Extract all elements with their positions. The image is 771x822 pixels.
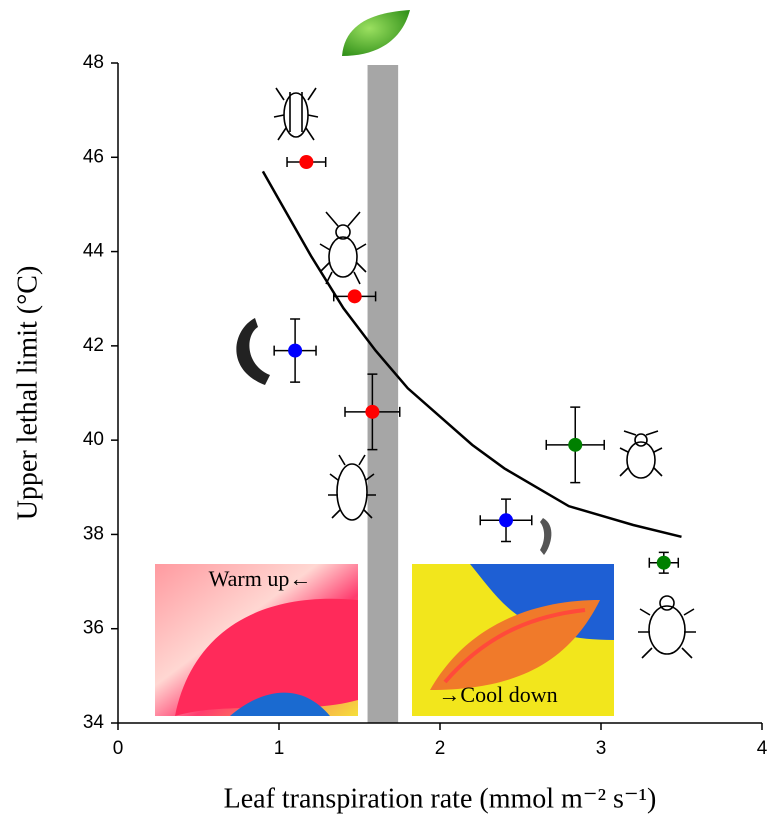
- data-point: [499, 513, 514, 528]
- warm-image: [155, 564, 358, 716]
- fit-curve: [261, 170, 682, 539]
- data-point: [656, 555, 671, 570]
- insect-icon: [236, 318, 270, 385]
- y-tick-label: 38: [83, 523, 104, 544]
- data-point: [347, 289, 362, 304]
- annotation: →Cool down: [438, 682, 557, 707]
- insect-icon: [328, 454, 376, 521]
- x-tick-label: 3: [596, 738, 607, 759]
- insect-icon: [273, 87, 319, 141]
- y-tick-label: 44: [83, 241, 105, 262]
- data-point: [568, 437, 583, 452]
- data-point: [365, 404, 380, 419]
- insect-icon: [638, 595, 696, 659]
- x-axis-title: Leaf transpiration rate (mmol m⁻² s⁻¹): [224, 783, 657, 814]
- y-tick-label: 48: [83, 52, 104, 73]
- insect-icon: [619, 430, 663, 479]
- leaf-icon: [342, 10, 410, 56]
- x-tick-label: 1: [274, 738, 285, 759]
- data-point: [288, 343, 303, 358]
- y-axis-title: Upper lethal limit (°C): [12, 266, 43, 521]
- insect-icon: [319, 211, 367, 285]
- y-tick-label: 46: [83, 146, 104, 167]
- insect-icon: [540, 518, 552, 555]
- data-point: [299, 155, 314, 169]
- y-tick-label: 36: [83, 618, 104, 639]
- x-tick-label: 0: [113, 738, 124, 759]
- y-tick-label: 40: [83, 429, 104, 450]
- y-tick-label: 42: [83, 335, 104, 356]
- y-tick-label: 34: [83, 712, 105, 733]
- x-tick-label: 4: [757, 738, 768, 759]
- cool-image: [412, 564, 614, 716]
- x-tick-label: 2: [435, 738, 446, 759]
- annotation: Warm up←: [209, 566, 312, 591]
